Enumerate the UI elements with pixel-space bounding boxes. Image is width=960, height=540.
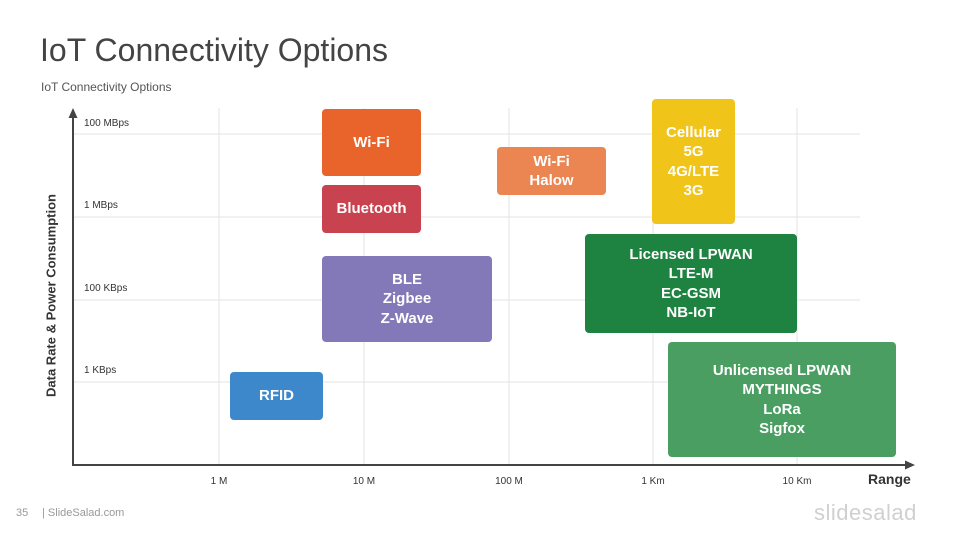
tech-box-wifi: Wi-Fi xyxy=(322,109,421,176)
x-tick-100m: 100 M xyxy=(495,476,523,487)
tech-line: Halow xyxy=(529,172,574,189)
page-subtitle: IoT Connectivity Options xyxy=(41,80,172,94)
x-tick-10km: 10 Km xyxy=(782,476,812,487)
tech-box-bluetooth: Bluetooth xyxy=(322,185,421,233)
x-axis-arrow xyxy=(905,460,915,470)
tech-line: Sigfox xyxy=(759,420,805,437)
y-axis-title: Data Rate & Power Consumption xyxy=(43,194,59,397)
y-tick-100mbps: 100 MBps xyxy=(84,118,130,129)
tech-box-unlicensed-lpwan: Unlicensed LPWAN MYTHINGS LoRa Sigfox xyxy=(668,342,896,457)
y-axis-arrow xyxy=(68,108,78,118)
tech-line: BLE xyxy=(392,270,422,288)
y-tick-1kbps: 1 KBps xyxy=(84,365,117,376)
tech-line: Cellular xyxy=(665,123,722,141)
tech-line: Wi-Fi xyxy=(533,152,570,170)
y-tick-1mbps: 1 MBps xyxy=(84,200,118,211)
tech-line: Wi-Fi xyxy=(353,133,390,151)
tech-line: Zigbee xyxy=(382,290,432,308)
tech-box-licensed-lpwan: Licensed LPWAN LTE-M EC-GSM NB-IoT xyxy=(585,234,797,333)
x-tick-1km: 1 Km xyxy=(641,476,665,487)
tech-line: NB-IoT xyxy=(666,304,716,321)
tech-line: Unlicensed LPWAN xyxy=(712,361,852,379)
tech-box-cellular: Cellular 5G 4G/LTE 3G xyxy=(652,99,735,224)
tech-box-wifi-halow: Wi-Fi Halow xyxy=(497,147,606,195)
page-title: IoT Connectivity Options xyxy=(40,32,389,68)
tech-line: 5G xyxy=(683,143,704,160)
tech-line: 3G xyxy=(683,182,704,199)
tech-line: MYTHINGS xyxy=(742,381,822,398)
tech-box-rfid: RFID xyxy=(230,372,323,420)
slidesalad-logo: slidesalad xyxy=(814,500,917,525)
x-axis-title: Range xyxy=(868,471,911,487)
tech-line: RFID xyxy=(259,387,294,405)
tech-line: Z-Wave xyxy=(380,309,434,327)
slide-number: 35 xyxy=(16,507,29,519)
footer-site: | SlideSalad.com xyxy=(42,507,125,519)
tech-line: LTE-M xyxy=(668,265,714,282)
tech-line: 4G/LTE xyxy=(667,162,720,180)
tech-box-ble: BLE Zigbee Z-Wave xyxy=(322,256,492,342)
x-tick-10m: 10 M xyxy=(352,476,376,487)
tech-line: EC-GSM xyxy=(661,284,721,302)
x-tick-1m: 1 M xyxy=(210,476,228,487)
y-tick-100kbps: 100 KBps xyxy=(84,283,128,294)
tech-line: LoRa xyxy=(763,400,801,418)
tech-line: Licensed LPWAN xyxy=(629,245,753,263)
tech-line: Bluetooth xyxy=(336,200,407,218)
